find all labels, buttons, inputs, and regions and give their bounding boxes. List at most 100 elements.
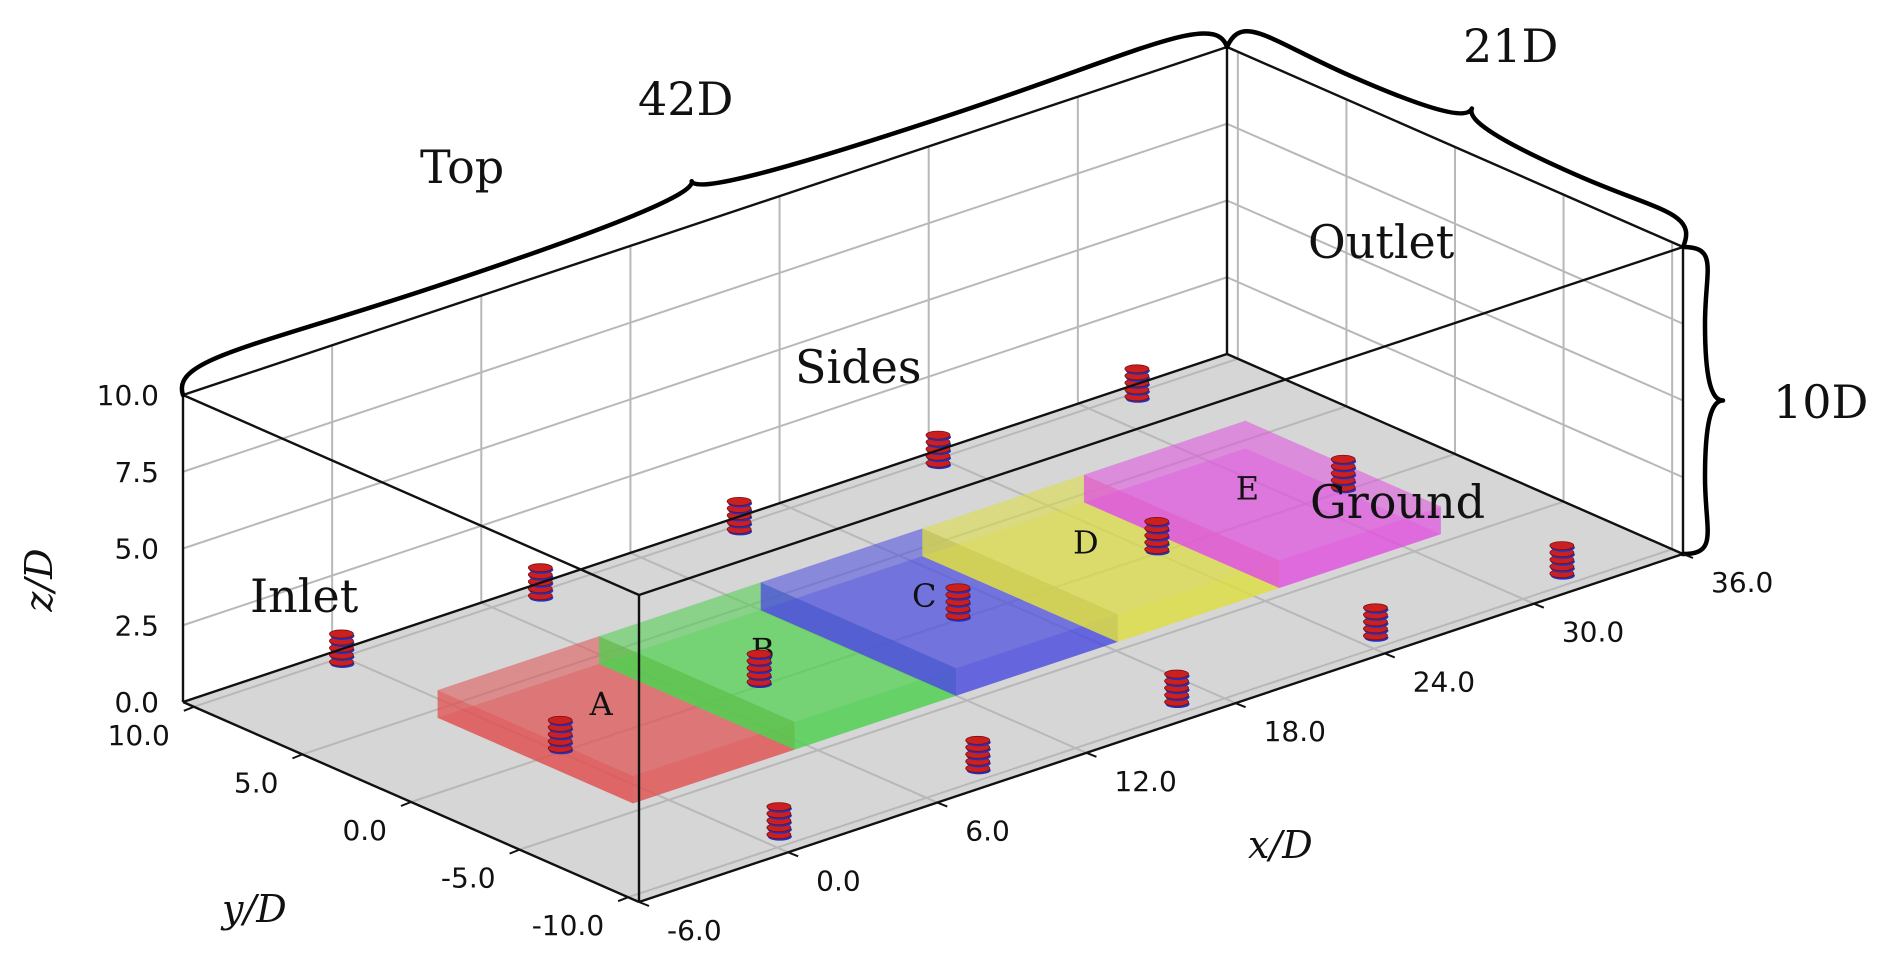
z-tick-label: 5.0 (114, 533, 159, 566)
x-tick-label: -6.0 (667, 914, 722, 947)
grid-line-back-horizontal (182, 122, 1228, 473)
turbine-stack (746, 649, 772, 688)
grid-line-end-horizontal (1226, 122, 1684, 325)
zone-c: C (760, 528, 1118, 696)
x-tick-mark (787, 851, 799, 858)
zone-front-face (633, 721, 795, 804)
dim-label-length: 42D (638, 72, 733, 126)
turbine-stack (1549, 541, 1575, 580)
grid-line-floor-y (193, 357, 1239, 708)
zone-front-face (956, 614, 1118, 696)
dim-label-height: 10D (1773, 375, 1868, 429)
zone-top-face (437, 636, 795, 776)
z-tick-label: 2.5 (114, 609, 159, 642)
zone-label-c: C (912, 577, 936, 615)
zone-front-face (1279, 506, 1441, 588)
x-tick-mark (638, 901, 650, 907)
zone-top-face (1083, 420, 1441, 561)
x-tick-label: 36.0 (1711, 566, 1773, 599)
zone-top-face (599, 582, 957, 722)
turbine-disc (726, 496, 752, 506)
zone-label-a: A (589, 685, 614, 723)
face-label-ground: Ground (1310, 475, 1485, 529)
zone-front-face (1117, 560, 1280, 642)
y-tick-label: -10.0 (532, 909, 604, 942)
turbine-disc (1549, 541, 1575, 551)
turbines (329, 364, 1575, 841)
edge-bottom-back (182, 352, 1228, 704)
turbine-disc (329, 629, 354, 639)
zone-end-face (599, 636, 795, 750)
edge-bottom-front (638, 552, 1684, 904)
tick-labels: 0.0 2.5 5.0 7.5 10.0 10.0 5.0 0.0 -5.0 -10.0 -6.0 0… (97, 379, 1774, 947)
edge-top-back (182, 45, 1228, 397)
x-tick-label: 12.0 (1114, 765, 1176, 798)
zone-e: E (1083, 420, 1441, 588)
turbine-stack (1124, 364, 1150, 403)
zone-end-face (437, 690, 633, 804)
zone-top-face (922, 474, 1280, 615)
x-tick-label: 6.0 (965, 815, 1010, 848)
turbine-stack (925, 430, 951, 470)
zone-d: D (922, 474, 1280, 642)
zone-end-face (1083, 474, 1280, 588)
box-edges (181, 45, 1685, 904)
turbine-disc (1363, 603, 1388, 613)
turbine-disc (547, 715, 573, 725)
zone-end-face (922, 528, 1118, 642)
x-tick-label: 30.0 (1562, 616, 1624, 649)
y-tick-mark (400, 801, 412, 807)
dimension-braces (179, 29, 1726, 557)
y-tick-label: 0.0 (342, 814, 387, 847)
grid-line-floor-y (519, 500, 1564, 851)
turbine-disc (1124, 364, 1150, 374)
grid-line-back-horizontal (182, 199, 1228, 550)
z-tick-label: 0.0 (114, 686, 159, 719)
turbine-stack (1330, 454, 1357, 494)
x-tick-mark (1086, 751, 1097, 758)
turbine-disc (527, 563, 553, 573)
zone-a: A (437, 636, 795, 804)
turbine-stack (1164, 669, 1190, 709)
zone-label-e: E (1236, 469, 1259, 507)
x-tick-mark (1533, 602, 1545, 609)
zone-b: B (599, 582, 957, 750)
y-tick-label: 10.0 (108, 719, 170, 752)
turbine-disc (746, 649, 772, 659)
z-tick-label: 10.0 (97, 379, 159, 412)
x-tick-label: 18.0 (1264, 715, 1326, 748)
y-tick-mark (509, 848, 520, 855)
x-tick-mark (1682, 553, 1694, 559)
x-tick-mark (1235, 702, 1246, 709)
grid-line-back-horizontal (182, 276, 1228, 627)
turbine-stack (1363, 603, 1389, 642)
brace-height (1680, 244, 1726, 557)
brace-length (179, 31, 1230, 398)
turbine-disc (965, 735, 991, 745)
face-label-sides: Sides (795, 340, 922, 394)
turbine-stack (965, 735, 991, 775)
y-tick-mark (183, 705, 195, 712)
turbine-stack (766, 802, 792, 841)
y-tick-mark (292, 753, 303, 760)
turbine-disc (1144, 517, 1170, 526)
face-label-top: Top (420, 140, 504, 194)
edge-top-front (638, 245, 1684, 597)
edge-top-near (182, 393, 640, 597)
face-label-inlet: Inlet (250, 569, 359, 623)
z-tick-label: 7.5 (114, 456, 159, 489)
turbine-disc (766, 802, 792, 812)
turbine-disc (945, 583, 971, 593)
grid-line-floor-y (627, 548, 1673, 899)
x-tick-mark (936, 801, 948, 808)
turbine-stack (726, 496, 753, 536)
axis-label-x: x/D (1248, 823, 1313, 867)
turbine-stack (1144, 517, 1170, 556)
face-label-outlet: Outlet (1308, 215, 1455, 269)
y-tick-mark (617, 896, 629, 903)
turbine-disc (1330, 454, 1356, 464)
grid-line-end-horizontal (1226, 199, 1684, 402)
y-tick-label: -5.0 (441, 862, 496, 895)
grid-line-end-horizontal (1226, 276, 1684, 479)
